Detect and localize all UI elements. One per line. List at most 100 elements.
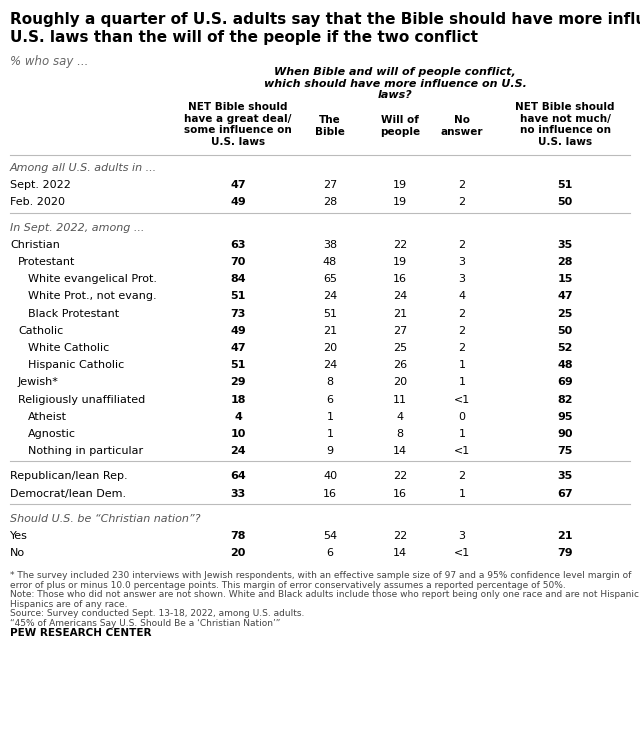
Text: 15: 15 [557, 275, 573, 284]
Text: 27: 27 [323, 181, 337, 190]
Text: 1: 1 [458, 429, 465, 439]
Text: 1: 1 [458, 489, 465, 498]
Text: 4: 4 [234, 412, 242, 421]
Text: 25: 25 [393, 343, 407, 353]
Text: 21: 21 [393, 309, 407, 319]
Text: U.S. laws than the will of the people if the two conflict: U.S. laws than the will of the people if… [10, 30, 478, 45]
Text: 84: 84 [230, 275, 246, 284]
Text: 3: 3 [458, 257, 465, 267]
Text: Religiously unaffiliated: Religiously unaffiliated [18, 395, 145, 404]
Text: 14: 14 [393, 548, 407, 558]
Text: 2: 2 [458, 309, 465, 319]
Text: No
answer: No answer [441, 115, 483, 137]
Text: 1: 1 [458, 377, 465, 387]
Text: 65: 65 [323, 275, 337, 284]
Text: 1: 1 [326, 429, 333, 439]
Text: “45% of Americans Say U.S. Should Be a ‘Christian Nation’”: “45% of Americans Say U.S. Should Be a ‘… [10, 619, 280, 628]
Text: 16: 16 [393, 275, 407, 284]
Text: Sept. 2022: Sept. 2022 [10, 181, 71, 190]
Text: 22: 22 [393, 239, 407, 250]
Text: 11: 11 [393, 395, 407, 404]
Text: 16: 16 [393, 489, 407, 498]
Text: 49: 49 [230, 198, 246, 207]
Text: 48: 48 [323, 257, 337, 267]
Text: 24: 24 [323, 292, 337, 301]
Text: 22: 22 [393, 531, 407, 541]
Text: <1: <1 [454, 395, 470, 404]
Text: 51: 51 [557, 181, 573, 190]
Text: 29: 29 [230, 377, 246, 387]
Text: 18: 18 [230, 395, 246, 404]
Text: 20: 20 [393, 377, 407, 387]
Text: 22: 22 [393, 471, 407, 481]
Text: 20: 20 [230, 548, 246, 558]
Text: Source: Survey conducted Sept. 13-18, 2022, among U.S. adults.: Source: Survey conducted Sept. 13-18, 20… [10, 609, 305, 618]
Text: NET Bible should
have a great deal/
some influence on
U.S. laws: NET Bible should have a great deal/ some… [184, 102, 292, 147]
Text: 52: 52 [557, 343, 573, 353]
Text: 64: 64 [230, 471, 246, 481]
Text: 4: 4 [396, 412, 404, 421]
Text: 8: 8 [326, 377, 333, 387]
Text: 73: 73 [230, 309, 246, 319]
Text: 47: 47 [557, 292, 573, 301]
Text: <1: <1 [454, 548, 470, 558]
Text: 63: 63 [230, 239, 246, 250]
Text: Among all U.S. adults in ...: Among all U.S. adults in ... [10, 163, 157, 173]
Text: 82: 82 [557, 395, 573, 404]
Text: Feb. 2020: Feb. 2020 [10, 198, 65, 207]
Text: 69: 69 [557, 377, 573, 387]
Text: Protestant: Protestant [18, 257, 76, 267]
Text: Nothing in particular: Nothing in particular [28, 446, 143, 457]
Text: 24: 24 [323, 360, 337, 370]
Text: Agnostic: Agnostic [28, 429, 76, 439]
Text: 54: 54 [323, 531, 337, 541]
Text: 2: 2 [458, 343, 465, 353]
Text: Democrat/lean Dem.: Democrat/lean Dem. [10, 489, 126, 498]
Text: 10: 10 [230, 429, 246, 439]
Text: Jewish*: Jewish* [18, 377, 59, 387]
Text: 40: 40 [323, 471, 337, 481]
Text: 9: 9 [326, 446, 333, 457]
Text: 19: 19 [393, 198, 407, 207]
Text: 2: 2 [458, 471, 465, 481]
Text: Black Protestant: Black Protestant [28, 309, 119, 319]
Text: Hispanics are of any race.: Hispanics are of any race. [10, 600, 127, 609]
Text: 95: 95 [557, 412, 573, 421]
Text: White Catholic: White Catholic [28, 343, 109, 353]
Text: When Bible and will of people conflict,
which should have more influence on U.S.: When Bible and will of people conflict, … [264, 67, 527, 100]
Text: * The survey included 230 interviews with Jewish respondents, with an effective : * The survey included 230 interviews wit… [10, 571, 632, 580]
Text: 28: 28 [323, 198, 337, 207]
Text: 51: 51 [230, 292, 246, 301]
Text: 28: 28 [557, 257, 573, 267]
Text: 6: 6 [326, 395, 333, 404]
Text: 19: 19 [393, 181, 407, 190]
Text: 51: 51 [323, 309, 337, 319]
Text: 49: 49 [230, 326, 246, 336]
Text: 48: 48 [557, 360, 573, 370]
Text: In Sept. 2022, among ...: In Sept. 2022, among ... [10, 222, 145, 233]
Text: 16: 16 [323, 489, 337, 498]
Text: No: No [10, 548, 25, 558]
Text: 3: 3 [458, 275, 465, 284]
Text: 90: 90 [557, 429, 573, 439]
Text: 79: 79 [557, 548, 573, 558]
Text: 2: 2 [458, 198, 465, 207]
Text: 19: 19 [393, 257, 407, 267]
Text: 47: 47 [230, 343, 246, 353]
Text: 0: 0 [458, 412, 465, 421]
Text: Catholic: Catholic [18, 326, 63, 336]
Text: 26: 26 [393, 360, 407, 370]
Text: 14: 14 [393, 446, 407, 457]
Text: 2: 2 [458, 326, 465, 336]
Text: error of plus or minus 10.0 percentage points. This margin of error conservative: error of plus or minus 10.0 percentage p… [10, 581, 566, 590]
Text: 27: 27 [393, 326, 407, 336]
Text: 75: 75 [557, 446, 573, 457]
Text: 25: 25 [557, 309, 573, 319]
Text: 67: 67 [557, 489, 573, 498]
Text: 21: 21 [323, 326, 337, 336]
Text: 3: 3 [458, 531, 465, 541]
Text: 38: 38 [323, 239, 337, 250]
Text: 51: 51 [230, 360, 246, 370]
Text: White Prot., not evang.: White Prot., not evang. [28, 292, 157, 301]
Text: Will of
people: Will of people [380, 115, 420, 137]
